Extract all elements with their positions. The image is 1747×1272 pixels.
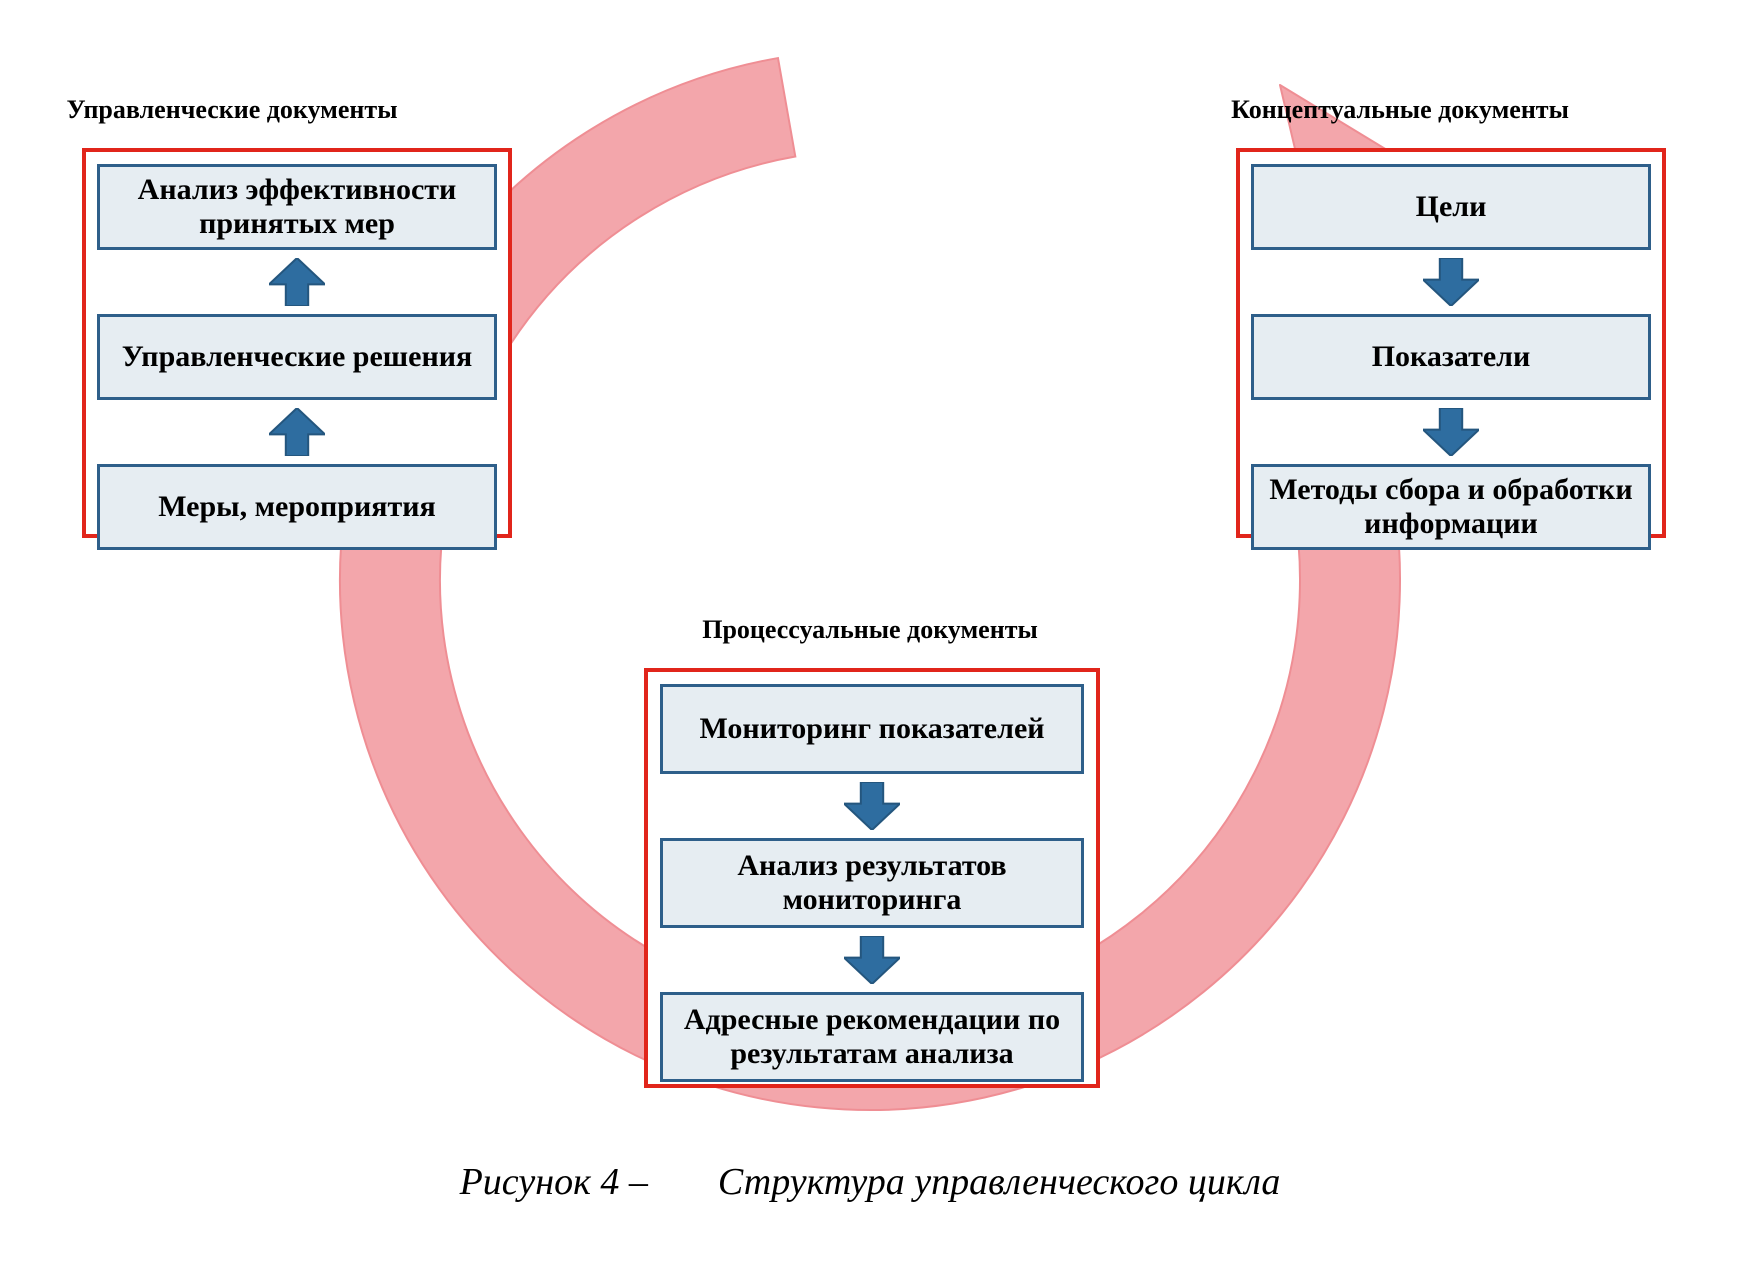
cell-right-2: Методы сбора и обработки информации — [1251, 464, 1651, 550]
flow-arrow-up — [269, 258, 325, 306]
cell-left-0: Анализ эффективности принятых мер — [97, 164, 497, 250]
box-title-bottom: Процессуальные документы — [702, 615, 1038, 645]
cell-right-1: Показатели — [1251, 314, 1651, 400]
group-box-left: Анализ эффективности принятых мер Управле… — [82, 148, 512, 538]
diagram-stage: Управленческие документы Анализ эффективн… — [0, 0, 1747, 1272]
cell-bottom-0: Мониторинг показателей — [660, 684, 1084, 774]
figure-caption-title: Структура управленческого цикла — [718, 1161, 1281, 1203]
arrow-down-icon — [1423, 408, 1479, 456]
flow-arrow-down — [1423, 408, 1479, 456]
cell-left-1: Управленческие решения — [97, 314, 497, 400]
flow-arrow-down — [844, 936, 900, 984]
figure-caption-number: Рисунок 4 – — [460, 1161, 648, 1203]
group-box-right: ЦелиПоказателиМетоды сбора и обработки и… — [1236, 148, 1666, 538]
cell-bottom-1: Анализ результатов мониторинга — [660, 838, 1084, 928]
figure-caption: Рисунок 4 – Структура управленческого цик… — [460, 1160, 1281, 1204]
arrow-down-icon — [1423, 258, 1479, 306]
cell-bottom-2: Адресные рекомендации по результатам ана… — [660, 992, 1084, 1082]
box-title-right: Концептуальные документы — [1231, 95, 1569, 125]
flow-arrow-down — [844, 782, 900, 830]
arrow-down-icon — [844, 782, 900, 830]
flow-arrow-down — [1423, 258, 1479, 306]
arrow-up-icon — [269, 408, 325, 456]
arrow-down-icon — [844, 936, 900, 984]
cell-right-0: Цели — [1251, 164, 1651, 250]
cell-left-2: Меры, мероприятия — [97, 464, 497, 550]
box-title-left: Управленческие документы — [67, 95, 398, 125]
arrow-up-icon — [269, 258, 325, 306]
flow-arrow-up — [269, 408, 325, 456]
group-box-bottom: Мониторинг показателей Анализ результатов… — [644, 668, 1100, 1088]
